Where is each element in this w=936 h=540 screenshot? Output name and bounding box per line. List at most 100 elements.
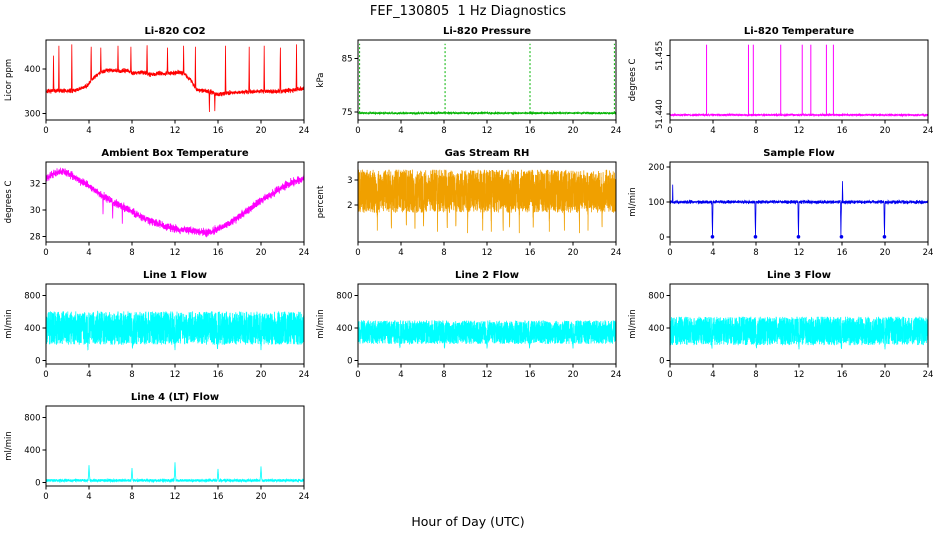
chart-canvas-li-820-temperature: Li-820 Temperature 0 4 8 12 16 20 24 51.440 51.45… (628, 26, 934, 136)
x-tick-label: 12 (794, 370, 805, 380)
series-li-820-pressure (358, 43, 616, 116)
panel-title: Line 1 Flow (143, 270, 207, 281)
y-tick-label: 0 (35, 479, 40, 489)
x-tick-label: 8 (753, 370, 758, 380)
x-tick-label: 12 (170, 492, 181, 502)
y-axis-label: ml/min (628, 187, 638, 217)
x-tick-label: 8 (753, 248, 758, 258)
y-tick-label: 85 (342, 55, 353, 65)
panel-li-820-pressure: Li-820 Pressure 0 4 8 12 16 20 24 75 85 kPa (312, 24, 624, 146)
panel-line-3-flow: Line 3 Flow 0 4 8 12 16 20 24 0 400 800 ml/min (624, 268, 936, 390)
y-tick-label: 400 (336, 324, 352, 334)
x-tick-label: 12 (794, 126, 805, 136)
y-tick-label: 400 (24, 446, 40, 456)
x-tick-label: 20 (880, 370, 891, 380)
x-tick-label: 16 (213, 248, 224, 258)
y-tick-label: 30 (30, 206, 41, 216)
x-tick-label: 24 (923, 248, 934, 258)
x-tick-label: 20 (256, 370, 267, 380)
y-tick-label: 800 (648, 291, 664, 301)
x-tick-label: 4 (710, 126, 715, 136)
x-tick-label: 4 (398, 248, 403, 258)
x-tick-label: 0 (43, 248, 48, 258)
panel-title: Line 4 (LT) Flow (131, 392, 219, 403)
series-line-4-lt-flow (46, 462, 304, 484)
x-tick-label: 4 (398, 126, 403, 136)
chart-canvas-line-2-flow: Line 2 Flow 0 4 8 12 16 20 24 0 400 800 ml/min (316, 270, 622, 380)
y-tick-label: 200 (648, 163, 664, 173)
x-tick-label: 24 (923, 370, 934, 380)
x-axis-label: Hour of Day (UTC) (411, 514, 525, 529)
x-tick-label: 4 (398, 370, 403, 380)
x-tick-label: 4 (86, 126, 91, 136)
series-line-2-flow (358, 320, 616, 349)
x-tick-label: 4 (710, 248, 715, 258)
x-tick-label: 8 (129, 370, 134, 380)
x-tick-label: 12 (482, 248, 493, 258)
y-tick-label: 400 (648, 324, 664, 334)
x-tick-label: 16 (837, 248, 848, 258)
x-tick-label: 24 (611, 370, 622, 380)
x-tick-label: 20 (880, 248, 891, 258)
x-tick-label: 12 (170, 126, 181, 136)
y-tick-label: 800 (24, 413, 40, 423)
y-tick-label: 800 (336, 291, 352, 301)
y-tick-label: 32 (30, 179, 41, 189)
series-ambient-box-temperature (46, 167, 304, 238)
x-tick-label: 20 (256, 248, 267, 258)
x-tick-label: 8 (129, 492, 134, 502)
panel-title: Li-820 CO2 (144, 26, 205, 37)
x-tick-label: 12 (482, 370, 493, 380)
y-axis-label: kPa (316, 73, 326, 88)
panel-li-820-co2: Li-820 CO2 0 4 8 12 16 20 24 300 400 Licor ppm (0, 24, 312, 146)
x-tick-label: 16 (837, 126, 848, 136)
panel-title: Line 2 Flow (455, 270, 519, 281)
y-tick-label: 0 (35, 357, 40, 367)
chart-canvas-ambient-box-temperature: Ambient Box Temperature 0 4 8 12 16 20 24 28 30 32… (4, 148, 310, 258)
chart-canvas-gas-stream-rh: Gas Stream RH 0 4 8 12 16 20 24 2 3 percent (316, 148, 622, 258)
series-line-1-flow (46, 310, 304, 351)
y-tick-label: 400 (24, 324, 40, 334)
panel-gas-stream-rh: Gas Stream RH 0 4 8 12 16 20 24 2 3 percent (312, 146, 624, 268)
chart-canvas-sample-flow: Sample Flow 0 4 8 12 16 20 24 0 100 200 ml/min (628, 148, 934, 258)
panel-title: Ambient Box Temperature (101, 148, 248, 159)
page-title: FEF_130805 1 Hz Diagnostics (369, 4, 567, 19)
chart-canvas-line-1-flow: Line 1 Flow 0 4 8 12 16 20 24 0 400 800 ml/min (4, 270, 310, 380)
x-tick-label: 24 (299, 370, 310, 380)
x-tick-label: 16 (837, 370, 848, 380)
x-tick-label: 16 (213, 370, 224, 380)
y-tick-label: 3 (347, 176, 352, 186)
panel-title: Line 3 Flow (767, 270, 831, 281)
x-tick-label: 24 (299, 248, 310, 258)
x-tick-label: 16 (213, 126, 224, 136)
chart-canvas-line-3-flow: Line 3 Flow 0 4 8 12 16 20 24 0 400 800 ml/min (628, 270, 934, 380)
x-tick-label: 24 (611, 248, 622, 258)
chart-canvas-line-4-lt-flow: Line 4 (LT) Flow 0 4 8 12 16 20 24 0 400 800 ml/min (4, 392, 309, 502)
y-tick-label: 28 (30, 233, 41, 243)
x-tick-label: 4 (86, 492, 91, 502)
x-tick-label: 20 (880, 126, 891, 136)
x-tick-label: 24 (299, 126, 310, 136)
y-axis-label: degrees C (4, 181, 14, 224)
y-axis-label: ml/min (4, 431, 14, 461)
x-tick-label: 8 (129, 248, 134, 258)
x-tick-label: 20 (256, 126, 267, 136)
x-tick-label: 0 (667, 126, 672, 136)
chart-canvas-li-820-co2: Li-820 CO2 0 4 8 12 16 20 24 300 400 Licor ppm (4, 26, 310, 136)
x-tick-label: 16 (213, 492, 224, 502)
x-tick-label: 20 (568, 248, 579, 258)
panel-title: Sample Flow (763, 148, 835, 159)
panel-sample-flow: Sample Flow 0 4 8 12 16 20 24 0 100 200 ml/min (624, 146, 936, 268)
y-tick-label: 75 (342, 108, 353, 118)
y-axis-label: degrees C (628, 59, 638, 102)
x-tick-label: 12 (170, 370, 181, 380)
series-sample-flow (670, 181, 928, 239)
y-axis-label: ml/min (628, 309, 638, 339)
x-tick-label: 24 (923, 126, 934, 136)
y-tick-label: 51.455 (655, 41, 665, 71)
x-tick-label: 12 (482, 126, 493, 136)
x-tick-label: 16 (525, 248, 536, 258)
x-tick-label: 0 (43, 492, 48, 502)
x-tick-label: 0 (667, 370, 672, 380)
y-tick-label: 800 (24, 291, 40, 301)
